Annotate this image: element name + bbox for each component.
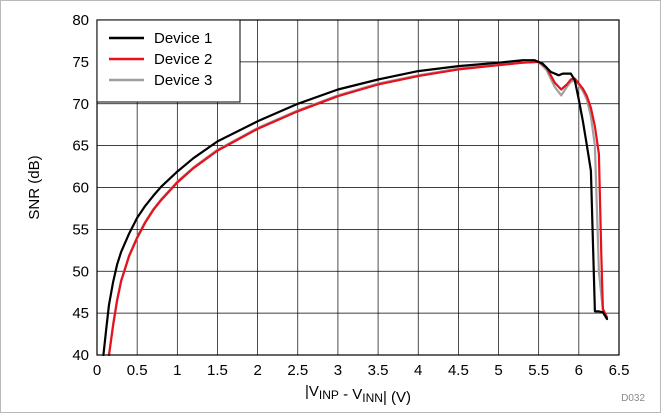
y-tick-label: 55 xyxy=(72,221,89,238)
y-tick-label: 70 xyxy=(72,96,89,113)
y-tick-label: 65 xyxy=(72,138,89,155)
series-line-device-1 xyxy=(102,59,609,357)
x-tick-label: 6 xyxy=(575,362,583,379)
x-tick-label: 3 xyxy=(334,362,342,379)
y-tick-label: 40 xyxy=(72,347,89,364)
legend-label: Device 2 xyxy=(154,51,212,68)
legend-box xyxy=(96,19,241,103)
series-lines xyxy=(102,59,609,357)
plot-border xyxy=(96,19,620,356)
y-axis-title: SNR (dB) xyxy=(26,155,43,219)
x-tick-label: 2 xyxy=(253,362,261,379)
x-axis-title: |VINP - VINN| (V) xyxy=(305,383,411,406)
y-tick-label: 45 xyxy=(72,305,89,322)
x-tick-label: 1 xyxy=(173,362,181,379)
x-tick-label: 4.5 xyxy=(448,362,469,379)
x-tick-label: 3.5 xyxy=(368,362,389,379)
x-tick-label: 5 xyxy=(494,362,502,379)
legend-label: Device 3 xyxy=(154,72,212,89)
y-tick-label: 80 xyxy=(72,12,89,29)
x-tick-label: 1.5 xyxy=(207,362,228,379)
x-tick-label: 2.5 xyxy=(287,362,308,379)
x-tick-label: 5.5 xyxy=(528,362,549,379)
y-tick-label: 60 xyxy=(72,180,89,197)
series-line-device-3 xyxy=(107,60,609,357)
series-line-device-2 xyxy=(107,60,609,357)
x-tick-label: 4 xyxy=(414,362,422,379)
x-tick-label: 6.5 xyxy=(609,362,630,379)
x-tick-labels: 0 0.5 1 1.5 2 2.5 3 3.5 4 4.5 5 5.5 6 6.5 xyxy=(93,362,630,379)
x-tick-label: 0 xyxy=(93,362,101,379)
x-tick-label: 0.5 xyxy=(127,362,148,379)
y-tick-labels: 40 45 50 55 60 65 70 75 80 xyxy=(72,12,89,364)
figure-code: D032 xyxy=(621,393,645,404)
legend-label: Device 1 xyxy=(154,30,212,47)
legend: Device 1 Device 2 Device 3 xyxy=(96,19,241,103)
y-tick-label: 50 xyxy=(72,263,89,280)
y-tick-label: 75 xyxy=(72,54,89,71)
